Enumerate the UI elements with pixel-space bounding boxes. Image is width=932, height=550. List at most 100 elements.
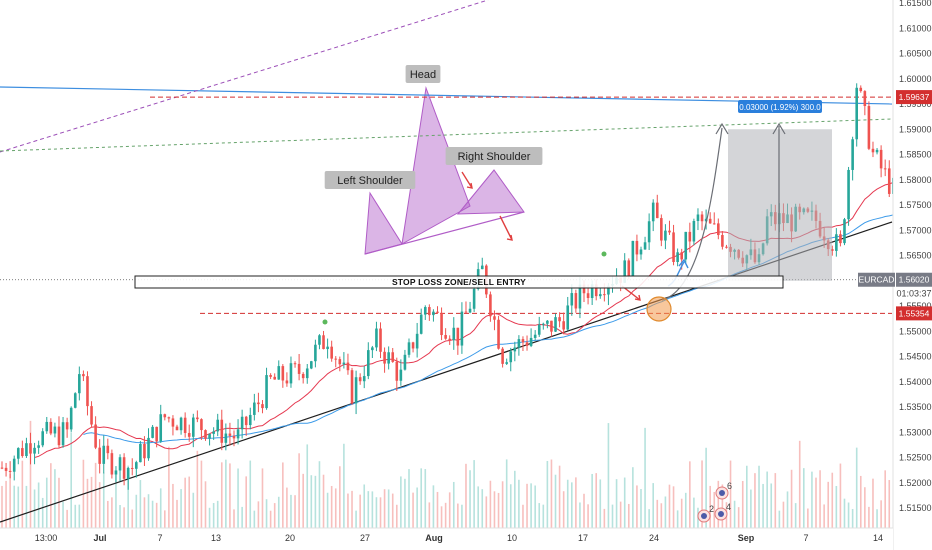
candle bbox=[29, 432, 32, 465]
volume-bar bbox=[172, 483, 174, 528]
candle-body bbox=[94, 424, 97, 448]
candle-body bbox=[835, 234, 838, 251]
volume-bar bbox=[876, 509, 878, 528]
candle-body bbox=[684, 231, 688, 260]
candle bbox=[423, 305, 427, 320]
candle bbox=[232, 430, 236, 447]
candle bbox=[78, 366, 81, 401]
candle-body bbox=[696, 214, 700, 221]
candle bbox=[86, 371, 89, 416]
candle-body bbox=[139, 443, 142, 463]
candle-body bbox=[49, 421, 53, 434]
volume-bar bbox=[420, 468, 423, 528]
volume-bar bbox=[127, 465, 129, 528]
candle-body bbox=[505, 362, 508, 364]
candle bbox=[574, 289, 578, 313]
time-axis-bg bbox=[0, 528, 893, 550]
candle bbox=[399, 359, 403, 386]
volume-bar bbox=[579, 502, 581, 528]
candle bbox=[204, 429, 207, 441]
candle bbox=[200, 418, 203, 440]
candle-body bbox=[130, 467, 134, 469]
volume-bar bbox=[807, 508, 809, 528]
candle bbox=[566, 296, 570, 331]
volume-bar bbox=[25, 485, 28, 528]
candle bbox=[338, 356, 342, 372]
candle-body bbox=[330, 346, 333, 359]
candle bbox=[635, 234, 639, 262]
candle-body bbox=[708, 218, 712, 224]
candle bbox=[533, 330, 537, 341]
candle bbox=[887, 160, 891, 198]
candle-body bbox=[546, 320, 549, 324]
current-price-tag-bg bbox=[896, 272, 932, 287]
candle bbox=[513, 341, 517, 362]
candle-body bbox=[151, 426, 154, 438]
candle bbox=[25, 437, 28, 458]
candle-body bbox=[8, 470, 12, 472]
candle bbox=[480, 257, 484, 270]
candle bbox=[452, 317, 456, 350]
price-tick: 1.54500 bbox=[899, 352, 932, 362]
event-icon-dividend[interactable]: 4 bbox=[714, 502, 731, 521]
event-icons[interactable]: 6 2 4 bbox=[697, 481, 732, 523]
red-arrowhead bbox=[466, 182, 473, 189]
candle-body bbox=[387, 352, 390, 364]
candle bbox=[350, 367, 354, 405]
candle bbox=[212, 427, 215, 440]
candle-body bbox=[122, 457, 126, 479]
volume-bar bbox=[448, 492, 451, 528]
left-shoulder-label-bg bbox=[324, 171, 416, 189]
candle bbox=[318, 334, 321, 350]
candles[interactable] bbox=[0, 83, 932, 490]
candle-body bbox=[212, 431, 215, 434]
measure-tag: 0.03000 (1.92%) 300.0 bbox=[739, 103, 821, 112]
volume-bar bbox=[391, 493, 394, 528]
candle-body bbox=[69, 407, 73, 430]
candle-body bbox=[346, 362, 350, 371]
candle bbox=[155, 426, 158, 448]
candle-body bbox=[664, 230, 667, 241]
candle bbox=[432, 309, 435, 322]
volume-bar bbox=[766, 471, 768, 528]
measure-tag-bg bbox=[738, 100, 822, 113]
candle-body bbox=[61, 422, 65, 446]
candle-body bbox=[578, 284, 582, 309]
candle-body bbox=[635, 240, 639, 255]
candle bbox=[90, 401, 93, 428]
candle-body bbox=[208, 433, 211, 439]
event-icon-dividend[interactable]: 2 bbox=[697, 504, 714, 523]
volume-bar bbox=[200, 460, 203, 528]
volume-bar bbox=[782, 501, 785, 528]
candle bbox=[175, 424, 179, 431]
candle-body bbox=[436, 311, 439, 313]
candle bbox=[704, 209, 708, 230]
candle bbox=[322, 330, 325, 350]
candle bbox=[69, 406, 73, 432]
candle bbox=[151, 424, 154, 439]
candle-body bbox=[187, 433, 191, 437]
volume-bar bbox=[815, 477, 817, 528]
volume-bar bbox=[261, 468, 264, 528]
volume-bar bbox=[282, 462, 284, 528]
volume-bar bbox=[298, 453, 300, 528]
candle bbox=[672, 224, 675, 266]
candle-body bbox=[257, 402, 260, 405]
measure-arrowhead bbox=[772, 122, 786, 135]
candle bbox=[859, 85, 863, 93]
volume-bar bbox=[664, 496, 667, 528]
candle-body bbox=[407, 342, 411, 355]
candle-body bbox=[371, 347, 374, 351]
time-tick: 17 bbox=[578, 533, 588, 543]
volume-bar bbox=[233, 509, 235, 528]
volume-bar bbox=[225, 459, 227, 528]
time-tick: Jul bbox=[93, 533, 106, 543]
volume-bar bbox=[269, 510, 272, 528]
event-icon-earnings[interactable]: 6 bbox=[715, 481, 732, 500]
candle bbox=[16, 447, 20, 465]
candle-body bbox=[480, 265, 484, 270]
candle bbox=[98, 439, 101, 474]
volume-bar bbox=[550, 459, 553, 528]
